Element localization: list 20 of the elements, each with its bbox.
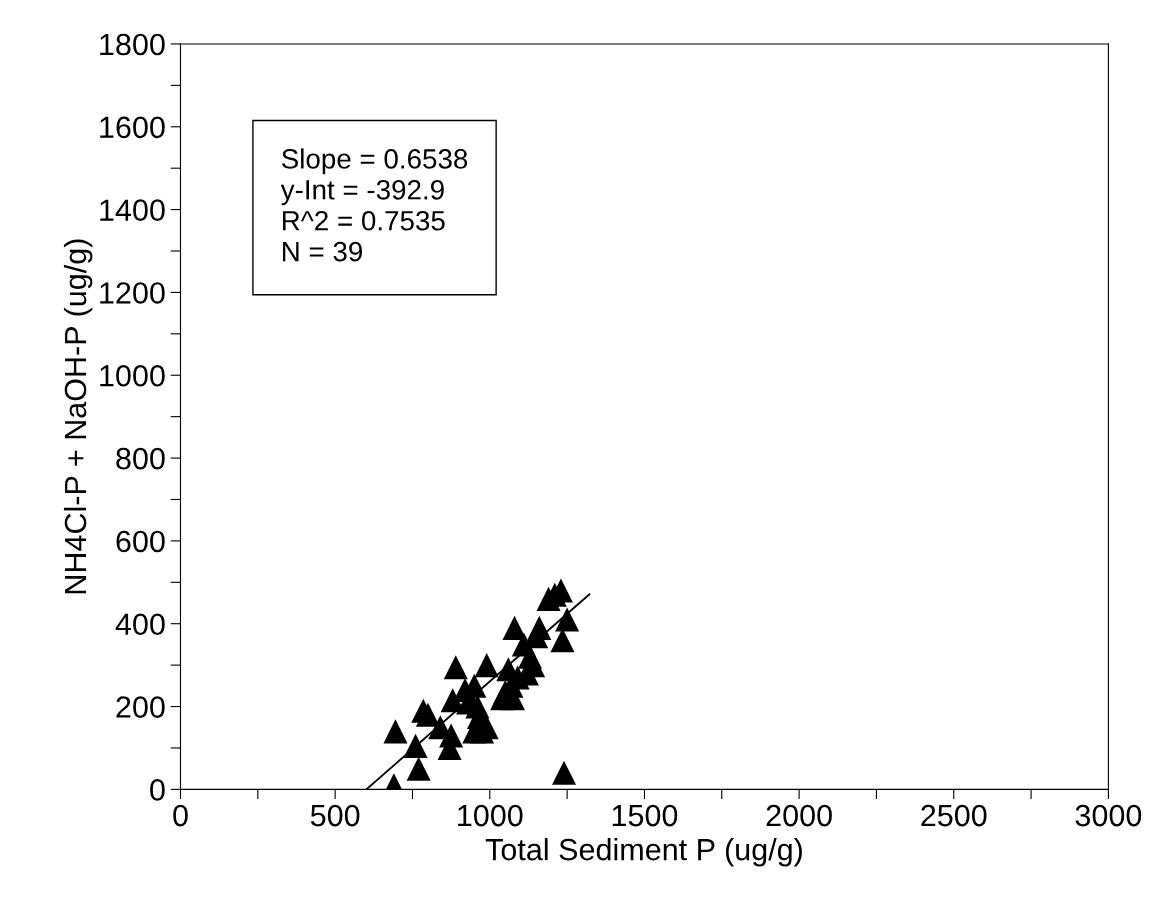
x-tick-label: 1000	[458, 804, 523, 827]
x-axis-title: Total Sediment P (ug/g)	[485, 837, 802, 867]
y-tick-label: 600	[116, 530, 165, 553]
y-tick-label: 1200	[100, 282, 165, 304]
y-tick-label: 0	[150, 779, 165, 801]
x-tick-label: 2500	[921, 804, 987, 827]
x-tick-label: 500	[310, 804, 360, 827]
x-tick-label: 2000	[766, 804, 832, 827]
y-tick-label: 800	[116, 447, 165, 470]
y-tick-label: 1600	[100, 116, 165, 139]
y-tick-label: 1400	[100, 199, 165, 221]
annotation: Slope = 0.6538 y-Int = -392.9 R^2 = 0.7535 N = 39	[280, 148, 468, 262]
y-axis-title: NH4Cl-P + NaOH-P (ug/g)	[63, 239, 93, 594]
y-tick-label: 200	[116, 696, 165, 718]
x-tick-label: 0	[173, 804, 188, 827]
x-tick-label: 1500	[612, 804, 678, 827]
x-tick-label: 3000	[1075, 804, 1142, 827]
y-tick-label: 1000	[100, 364, 165, 387]
y-tick-label: 1800	[100, 33, 165, 56]
y-tick-label: 400	[115, 613, 165, 636]
